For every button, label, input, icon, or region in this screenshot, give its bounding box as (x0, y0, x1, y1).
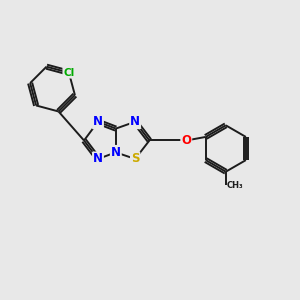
Text: S: S (131, 152, 140, 165)
Text: O: O (181, 134, 191, 147)
Text: N: N (130, 115, 140, 128)
Text: N: N (111, 146, 121, 159)
Text: CH₃: CH₃ (226, 181, 243, 190)
Text: N: N (93, 152, 103, 165)
Text: N: N (93, 115, 103, 128)
Text: Cl: Cl (63, 68, 74, 78)
